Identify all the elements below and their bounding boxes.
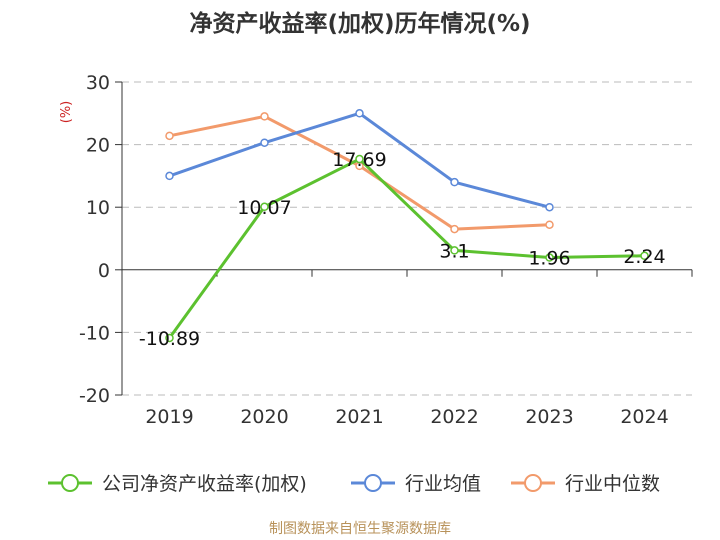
data-label: 2.24 xyxy=(623,246,665,268)
y-tick-label: 0 xyxy=(98,260,110,282)
legend-label: 公司净资产收益率(加权) xyxy=(102,473,307,495)
data-label: -10.89 xyxy=(139,328,200,350)
legend: 公司净资产收益率(加权) 行业均值 行业中位数 xyxy=(48,473,660,495)
data-point xyxy=(165,131,174,141)
data-point xyxy=(545,220,554,229)
data-label: 10.07 xyxy=(237,197,291,219)
data-point xyxy=(260,112,269,121)
legend-marker xyxy=(524,474,542,492)
data-label: 17.69 xyxy=(332,149,386,171)
data-point xyxy=(355,109,364,118)
y-tick-label: -20 xyxy=(79,385,110,407)
source-note: 制图数据来自恒生聚源数据库 xyxy=(269,521,451,537)
series-line-2 xyxy=(169,114,550,231)
data-point xyxy=(545,202,554,212)
legend-label: 行业中位数 xyxy=(565,473,660,495)
legend-marker xyxy=(364,474,382,492)
data-point xyxy=(355,154,364,164)
data-label: 1.96 xyxy=(528,248,570,270)
data-point xyxy=(260,138,269,147)
data-point xyxy=(450,246,459,255)
series-lines xyxy=(165,109,649,343)
x-tick-label: 2019 xyxy=(145,406,193,428)
data-point xyxy=(165,333,174,343)
y-tick-label: 10 xyxy=(86,197,110,219)
gridlines xyxy=(122,81,692,396)
data-point xyxy=(640,251,649,261)
y-tick-label: 20 xyxy=(86,135,110,157)
x-tick-label: 2022 xyxy=(430,406,478,428)
legend-label: 行业均值 xyxy=(405,473,481,495)
chart-title: 净资产收益率(加权)历年情况(%) xyxy=(189,11,531,37)
x-tick-label: 2023 xyxy=(525,406,573,428)
x-tick-label: 2020 xyxy=(240,406,288,428)
data-point xyxy=(545,253,554,262)
data-point xyxy=(450,224,459,234)
data-point xyxy=(450,177,459,187)
data-labels: -10.89 10.07 17.69 3.1 1.96 2.24 xyxy=(139,149,666,350)
data-label: 3.1 xyxy=(439,240,469,262)
data-point xyxy=(165,171,174,181)
series-line-0 xyxy=(168,157,645,339)
y-tick-label: -10 xyxy=(79,322,110,344)
x-tick-label: 2024 xyxy=(620,406,668,428)
axes: 30 20 10 0 -10 -20 2019 2020 2021 2022 2023 2024 (%) xyxy=(59,72,693,428)
y-tick-label: 30 xyxy=(86,72,110,94)
y-axis-label: (%) xyxy=(59,101,74,124)
x-tick-label: 2021 xyxy=(335,406,383,428)
data-point xyxy=(260,202,269,212)
legend-marker xyxy=(61,474,79,492)
